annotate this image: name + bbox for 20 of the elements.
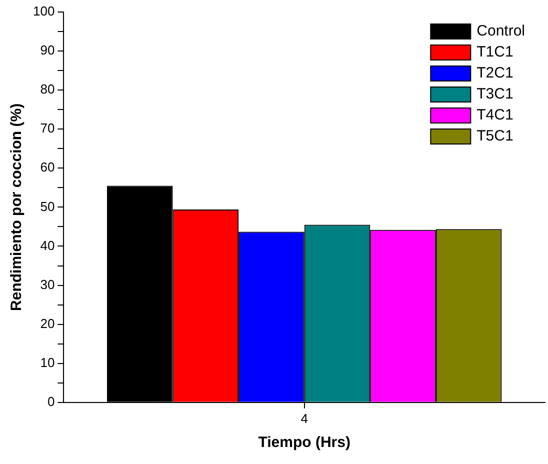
y-tick-label: 80 <box>40 82 55 97</box>
legend-label: T4C1 <box>476 106 514 124</box>
y-tick-label: 70 <box>40 120 55 136</box>
legend-label: T1C1 <box>476 44 514 61</box>
y-tick-label: 60 <box>40 160 55 175</box>
y-tick-label: 50 <box>40 198 55 214</box>
y-tick-label: 90 <box>40 42 55 58</box>
x-tick-label: 4 <box>300 410 308 426</box>
legend-label: T5C1 <box>476 128 514 145</box>
legend-label: Control <box>476 22 526 40</box>
legend-label: T3C1 <box>476 86 514 103</box>
y-tick-label: 10 <box>40 354 55 370</box>
y-tick-label: 30 <box>40 276 55 292</box>
y-tick-label: 40 <box>40 238 55 253</box>
x-axis-title: Tiempo (Hrs) <box>258 434 350 452</box>
legend-label: T2C1 <box>476 64 514 82</box>
y-tick-label: 20 <box>40 316 55 331</box>
y-tick-label: 100 <box>32 4 55 19</box>
y-tick-label: 0 <box>47 394 55 409</box>
y-axis-title: Rendimiento por coccion (%) <box>8 103 26 311</box>
